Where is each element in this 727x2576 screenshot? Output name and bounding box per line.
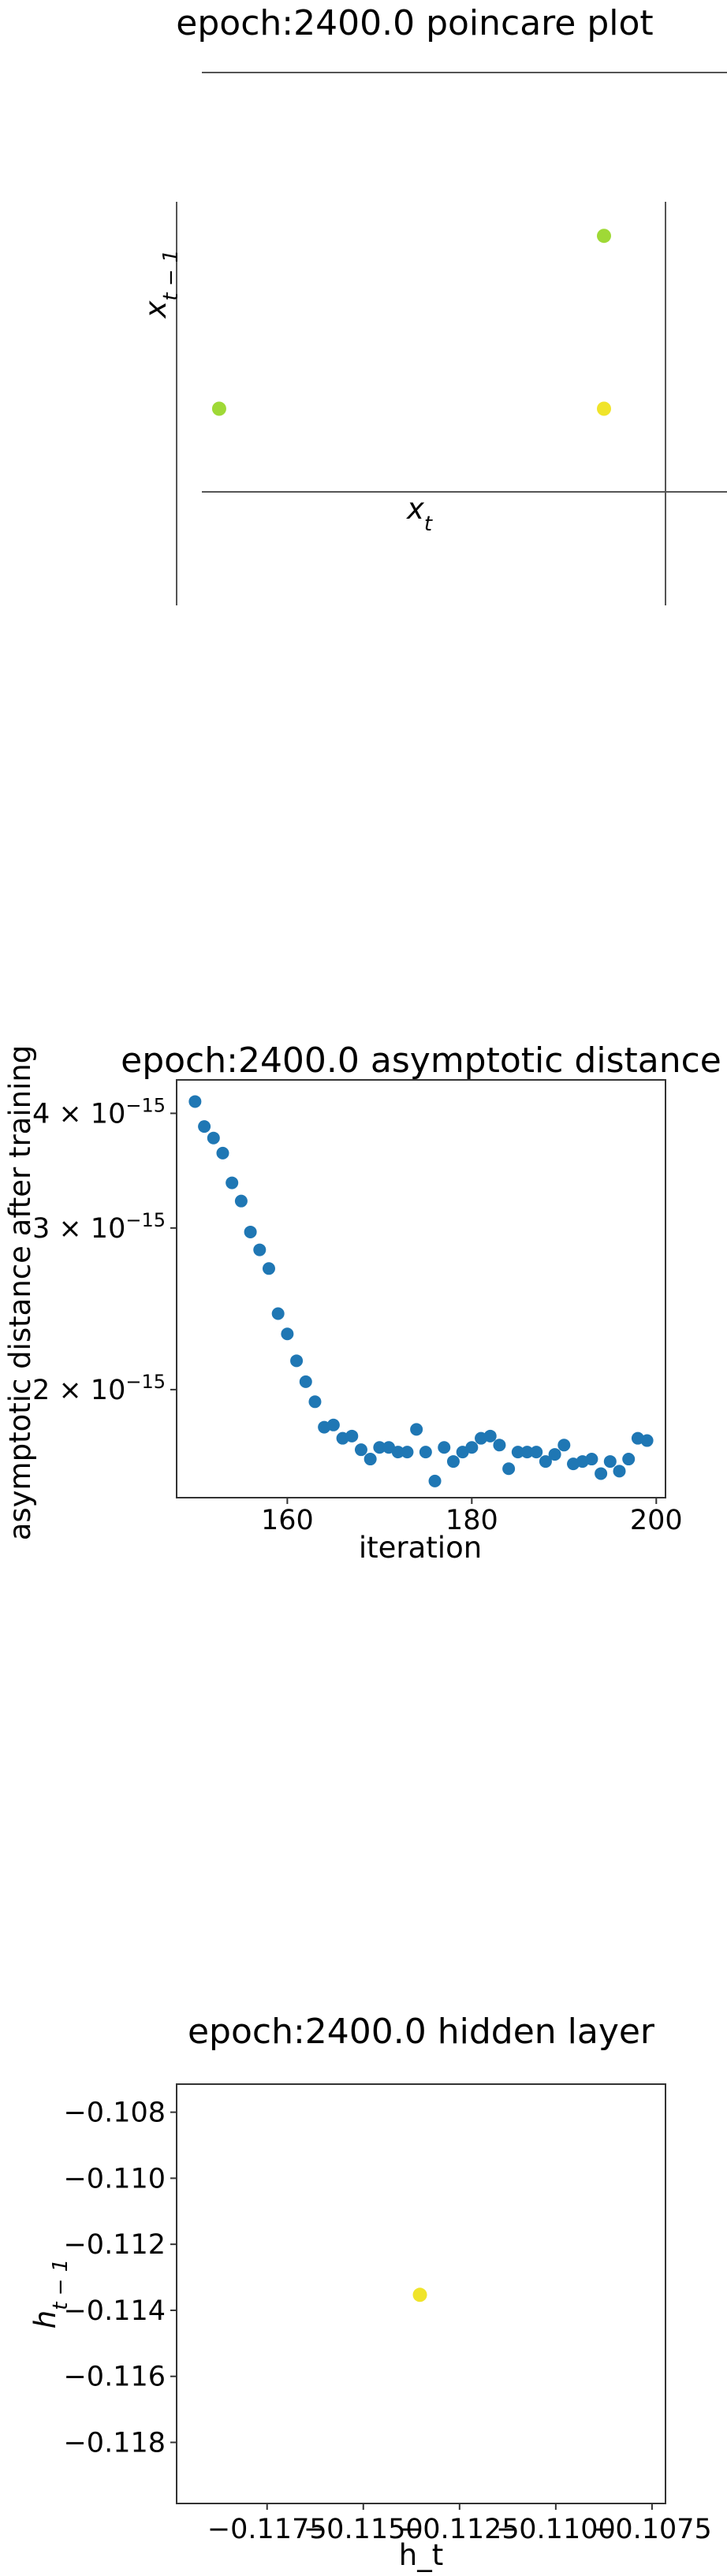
poincare-point-0 xyxy=(211,401,226,416)
distance-point xyxy=(539,1455,552,1469)
distance-point xyxy=(216,1146,229,1160)
distance-point xyxy=(438,1441,451,1454)
hidden-x-tick-label: −0.1175 xyxy=(207,2514,327,2545)
distance-point xyxy=(364,1453,377,1466)
distance-point xyxy=(226,1176,239,1189)
distance-x-ticks: 160 180 200 xyxy=(261,1498,683,1536)
poincare-points xyxy=(211,229,611,416)
distance-point xyxy=(640,1434,654,1447)
distance-point xyxy=(188,1095,202,1108)
distance-point xyxy=(548,1448,561,1461)
hidden-y-tick-label: −0.118 xyxy=(63,2428,166,2459)
asymptotic-distance-plot: epoch:2400.0 asymptotic distance 160 180 2… xyxy=(3,1040,721,1565)
distance-point xyxy=(483,1429,497,1442)
distance-point xyxy=(595,1467,608,1480)
distance-point xyxy=(557,1439,571,1452)
hidden-x-tick-label: −0.1125 xyxy=(400,2514,520,2545)
distance-point xyxy=(410,1423,423,1436)
hidden-points xyxy=(412,2288,427,2302)
poincare-point-2 xyxy=(597,229,611,244)
distance-point xyxy=(502,1462,516,1476)
distance-point xyxy=(373,1441,386,1454)
distance-point xyxy=(428,1474,442,1487)
distance-point xyxy=(345,1429,359,1442)
distance-point xyxy=(613,1465,626,1478)
distance-point xyxy=(622,1453,636,1466)
distance-point xyxy=(281,1327,294,1341)
hidden-x-tick-label: −0.1150 xyxy=(304,2514,423,2545)
hidden-point-0 xyxy=(412,2288,427,2302)
distance-point xyxy=(354,1443,367,1457)
poincare-title: epoch:2400.0 poincare plot xyxy=(176,3,653,43)
poincare-point-1 xyxy=(597,401,611,416)
distance-point xyxy=(299,1375,312,1388)
distance-x-tick-label: 180 xyxy=(446,1505,498,1536)
distance-point xyxy=(290,1354,304,1368)
hidden-y-tick-label: −0.114 xyxy=(63,2295,166,2327)
hidden-y-tick-label: −0.110 xyxy=(63,2163,166,2194)
distance-x-tick-label: 200 xyxy=(630,1505,683,1536)
hidden-x-label: h_t xyxy=(399,2538,443,2572)
distance-point xyxy=(391,1446,405,1459)
distance-point xyxy=(207,1131,220,1145)
hidden-y-tick-label: −0.108 xyxy=(63,2098,166,2129)
hidden-x-tick-label: −0.1100 xyxy=(496,2514,616,2545)
distance-point xyxy=(253,1243,267,1256)
hidden-layer-plot: epoch:2400.0 hidden layer −0.1175−0.1150… xyxy=(28,2012,712,2572)
distance-y-tick-label: 3 × 10−15 xyxy=(32,1209,166,1245)
hidden-x-ticks: −0.1175−0.1150−0.1125−0.1100−0.1075 xyxy=(207,2503,712,2545)
distance-point xyxy=(401,1446,414,1459)
distance-point xyxy=(603,1455,617,1469)
hidden-title: epoch:2400.0 hidden layer xyxy=(188,2012,655,2052)
hidden-y-ticks: −0.108 −0.110 −0.112 −0.114 −0.116 −0.118 xyxy=(63,2098,177,2459)
distance-point xyxy=(446,1455,460,1469)
distance-point xyxy=(271,1307,285,1320)
distance-y-label: asymptotic distance after training xyxy=(3,1045,37,1541)
distance-point xyxy=(585,1453,598,1466)
distance-x-tick-label: 160 xyxy=(261,1505,314,1536)
distance-point xyxy=(234,1194,248,1208)
distance-point xyxy=(244,1225,257,1238)
distance-point xyxy=(326,1418,340,1431)
distance-y-tick-label: 2 × 10−15 xyxy=(32,1371,166,1406)
distance-plot-frame xyxy=(176,1079,666,1498)
distance-point xyxy=(511,1446,524,1459)
distance-x-label: iteration xyxy=(359,1531,482,1565)
hidden-y-tick-label: −0.116 xyxy=(63,2362,166,2393)
distance-point xyxy=(262,1262,275,1275)
distance-point xyxy=(530,1446,543,1459)
distance-title: epoch:2400.0 asymptotic distance xyxy=(121,1040,721,1081)
distance-y-ticks: 4 × 10−15 3 × 10−15 2 × 10−15 xyxy=(32,1094,177,1406)
distance-point xyxy=(198,1120,211,1134)
distance-point xyxy=(520,1446,534,1459)
distance-y-tick-label: 4 × 10−15 xyxy=(32,1094,166,1130)
distance-point xyxy=(465,1441,479,1454)
distance-point xyxy=(308,1395,322,1409)
hidden-x-tick-label: −0.1075 xyxy=(592,2514,712,2545)
hidden-y-tick-label: −0.112 xyxy=(63,2229,166,2261)
hidden-plot-frame xyxy=(176,2083,666,2504)
distance-point xyxy=(419,1446,432,1459)
distance-points xyxy=(188,1095,654,1487)
distance-point xyxy=(493,1439,506,1452)
